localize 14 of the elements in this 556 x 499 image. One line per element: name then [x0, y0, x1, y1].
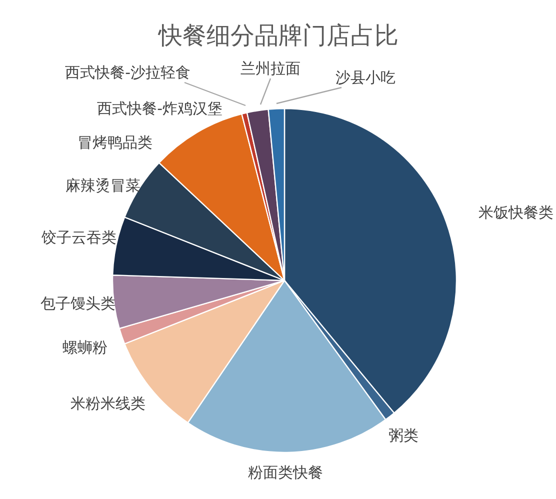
- slice-label: 粥类: [388, 426, 418, 444]
- slice-label: 米饭快餐类: [478, 204, 554, 222]
- category-label: 冒烤鸭品类: [78, 134, 152, 152]
- slice-label: 饺子云吞类: [40, 228, 116, 246]
- slice-label: 米粉米线类: [70, 394, 146, 412]
- slice-label: 麻辣烫冒菜: [66, 176, 140, 194]
- slice-label: 西式快餐-炸鸡汉堡: [97, 100, 223, 118]
- slice-label: 沙县小吃: [336, 68, 396, 86]
- slice-label: 粉面类快餐: [248, 464, 323, 482]
- slice-label: 西式快餐-沙拉轻食: [65, 64, 191, 82]
- slice-label: 螺蛳粉: [62, 338, 108, 356]
- slice-label: 包子馒头类: [40, 294, 116, 312]
- slice-label: 兰州拉面: [240, 60, 300, 78]
- chart-title: 快餐细分品牌门店占比: [158, 22, 398, 50]
